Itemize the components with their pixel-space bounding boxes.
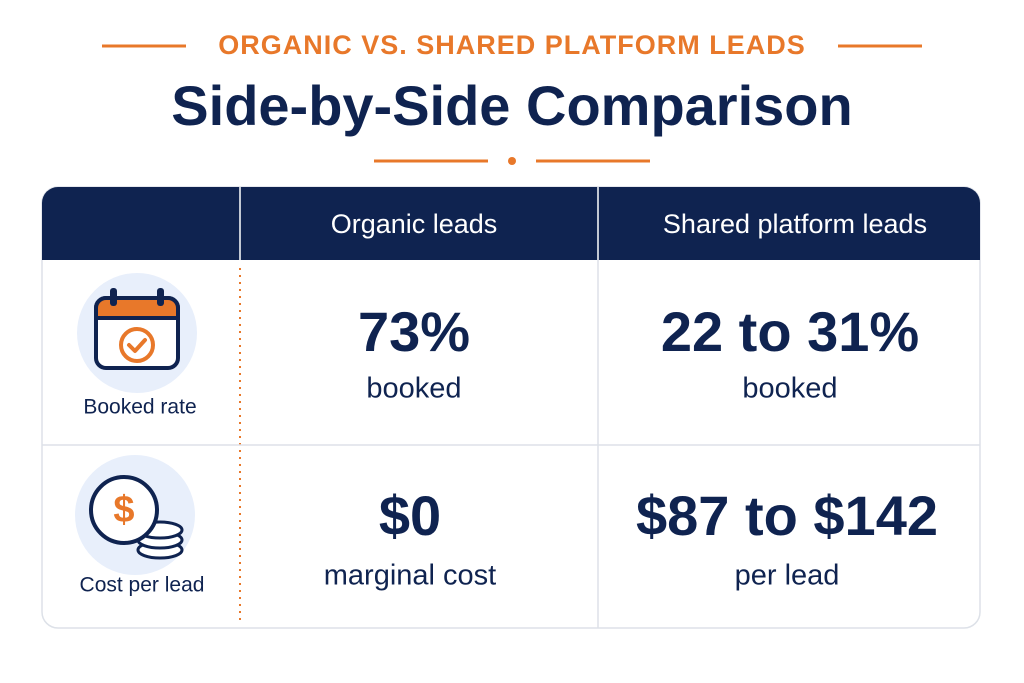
title-dot xyxy=(508,157,516,165)
coin-icon: $ xyxy=(75,455,195,575)
cell-main: 22 to 31% xyxy=(661,300,919,363)
column-header: Organic leads xyxy=(331,209,498,239)
cell-sub: marginal cost xyxy=(324,560,496,592)
cell-main: 73% xyxy=(358,300,470,363)
calendar-icon xyxy=(77,273,197,393)
cell-sub: booked xyxy=(742,373,837,405)
cell-main: $0 xyxy=(379,484,441,547)
row-label: Booked rate xyxy=(83,396,196,419)
svg-text:$: $ xyxy=(113,489,134,531)
eyebrow: ORGANIC VS. SHARED PLATFORM LEADS xyxy=(218,30,806,60)
title: Side-by-Side Comparison xyxy=(171,74,852,137)
cell-main: $87 to $142 xyxy=(636,484,938,547)
column-header: Shared platform leads xyxy=(663,209,927,239)
table-header xyxy=(42,187,980,260)
cell-sub: booked xyxy=(366,373,461,405)
cell-sub: per lead xyxy=(735,560,840,592)
row-label: Cost per lead xyxy=(80,574,205,597)
